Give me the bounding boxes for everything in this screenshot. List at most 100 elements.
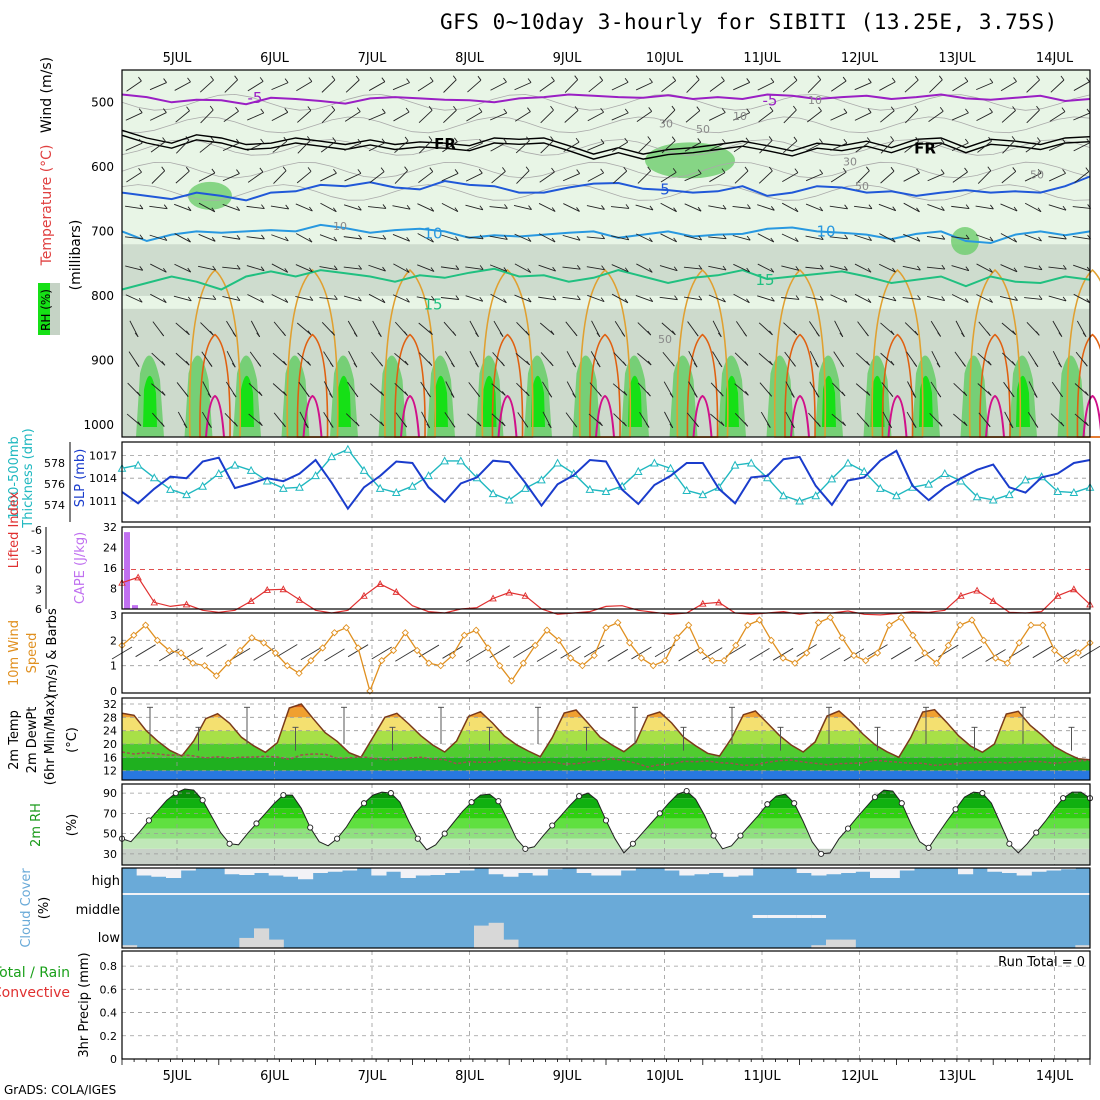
data-marks (111, 75, 1100, 948)
wind-barb-flag (139, 266, 144, 271)
wind-barb (708, 142, 726, 151)
wind-barb-flag (285, 204, 290, 210)
temp-unit-label: (°C) (65, 727, 80, 753)
isotherm-20 (383, 269, 437, 438)
wind-barb (952, 171, 968, 183)
bottom-date-label: 9JUL (553, 1069, 583, 1084)
wind-barb (805, 203, 823, 212)
lifted-index-tick-label: 3 (35, 583, 42, 596)
wind-barb-flag (404, 166, 408, 171)
isotherm-20 (871, 269, 924, 438)
wind-barb (1074, 413, 1089, 427)
cape-tick-label: 32 (103, 521, 117, 534)
wind-barb-flag (575, 137, 580, 143)
precip-tick-label: 0.4 (100, 1007, 118, 1020)
wind-barb-flag (819, 295, 824, 301)
wind-barb-flag (721, 108, 726, 113)
thickness-marker (972, 492, 982, 501)
wind-barb (368, 112, 386, 121)
wind-barb-flag (260, 266, 265, 271)
wind-barb (758, 322, 773, 336)
wind-barb-flag (695, 422, 699, 428)
thickness-marker (843, 458, 853, 467)
wind-barb (659, 296, 678, 301)
wind-barb (583, 644, 605, 658)
wind-barb-flag (526, 136, 530, 141)
wind-barb-flag (1034, 362, 1039, 368)
wind-barb-flag (477, 75, 482, 81)
wind-barb (637, 353, 652, 366)
wind-barb-flag (260, 108, 265, 114)
temp-tick-label: 32 (103, 698, 117, 711)
wind-barb (224, 79, 238, 93)
wind-speed-marker (307, 656, 315, 665)
wind-barb-flag (332, 137, 337, 142)
wind-barb-flag (792, 362, 796, 367)
wind-barb-flag (329, 393, 333, 398)
wind-barb-flag (1062, 138, 1066, 144)
wind-barb-flag (163, 236, 168, 241)
lifted-index-marker (521, 591, 530, 599)
temp-frame (121, 697, 1091, 781)
rh-marker (307, 824, 314, 831)
wind-barb (1001, 110, 1016, 123)
contour-label: 30 (843, 155, 857, 168)
wind-barb-flag (697, 138, 702, 143)
wind-barb-flag (842, 421, 846, 426)
wind-barb-flag (454, 169, 459, 174)
cloud-high-gap (298, 868, 314, 880)
wind-barb-flag (623, 391, 628, 396)
wind-barb (175, 110, 190, 123)
rh-contour (121, 93, 1091, 111)
wind-barb (977, 170, 992, 184)
wind-barb (490, 81, 507, 91)
wind-tick-label: 3 (110, 609, 117, 622)
wind-barb-flag (428, 106, 433, 111)
wind-barb (465, 295, 483, 302)
wind-barb-flag (499, 332, 504, 337)
thickness-tick-label: 578 (44, 457, 65, 470)
wind-barb (248, 413, 263, 427)
wind-barb-flag (599, 76, 604, 81)
thickness-marker (520, 483, 530, 492)
wind-barb-flag (671, 136, 676, 141)
wind-barb-flag (258, 391, 263, 396)
cloud-low-bar (826, 939, 842, 948)
wind-barb-flag (479, 296, 484, 302)
wind-barb-flag (476, 392, 481, 397)
wind-barb (611, 81, 629, 91)
wind-barb-flag (1085, 167, 1090, 172)
wind-barb-flag (866, 137, 871, 142)
wind-barb-flag (503, 108, 508, 114)
wind-barb-flag (138, 108, 143, 113)
wind-barb-flag (257, 362, 262, 367)
top-date-label: 12JUL (841, 51, 879, 66)
wind-barb-flag (965, 204, 970, 209)
wind-barb-flag (405, 268, 410, 273)
wind-speed-marker (212, 672, 221, 680)
cloud-middle-mark (796, 915, 812, 918)
wind-barb-flag (941, 264, 946, 270)
wind-barb (927, 296, 945, 301)
wind-barb-flag (600, 168, 604, 174)
wind-speed-marker (873, 649, 882, 657)
wind-barb-flag (868, 204, 873, 209)
wind-barb-flag (452, 75, 457, 81)
cape-tick-label: 8 (110, 583, 117, 596)
wind-barb-flag (867, 78, 872, 83)
wind-barb-flag (868, 236, 872, 241)
wind-barb-flag (381, 77, 386, 82)
wind-barb (807, 79, 822, 93)
wind-barb-flag (917, 295, 921, 300)
wind-barb-flag (527, 107, 531, 112)
wind-barb (854, 263, 872, 273)
slp-axis-label: SLP (mb) (73, 449, 88, 508)
wind-barb (880, 352, 895, 366)
wind-barb (490, 293, 507, 304)
wind-barb (878, 203, 896, 212)
wind-barb (513, 204, 532, 211)
top-date-label: 5JUL (163, 51, 193, 66)
lifted-index-tick-label: -6 (31, 524, 42, 537)
pressure-tick-label: 500 (91, 95, 114, 109)
wind-barb-flag (1011, 361, 1016, 366)
